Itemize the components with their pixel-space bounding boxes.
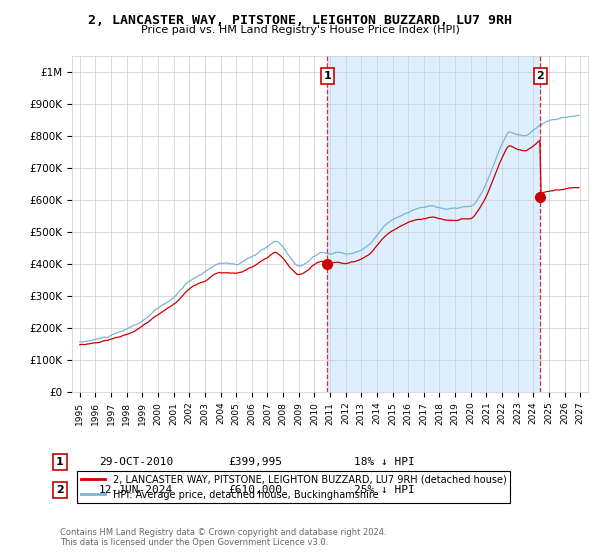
Text: 2, LANCASTER WAY, PITSTONE, LEIGHTON BUZZARD, LU7 9RH: 2, LANCASTER WAY, PITSTONE, LEIGHTON BUZ… (88, 14, 512, 27)
Text: Contains HM Land Registry data © Crown copyright and database right 2024.: Contains HM Land Registry data © Crown c… (60, 528, 386, 536)
Text: 2: 2 (536, 71, 544, 81)
Legend: 2, LANCASTER WAY, PITSTONE, LEIGHTON BUZZARD, LU7 9RH (detached house), HPI: Ave: 2, LANCASTER WAY, PITSTONE, LEIGHTON BUZ… (77, 471, 511, 503)
Text: 2: 2 (56, 485, 64, 495)
Text: £399,995: £399,995 (228, 457, 282, 467)
Text: 25% ↓ HPI: 25% ↓ HPI (354, 485, 415, 495)
Text: £610,000: £610,000 (228, 485, 282, 495)
Text: Price paid vs. HM Land Registry's House Price Index (HPI): Price paid vs. HM Land Registry's House … (140, 25, 460, 35)
Text: This data is licensed under the Open Government Licence v3.0.: This data is licensed under the Open Gov… (60, 538, 328, 547)
Text: 18% ↓ HPI: 18% ↓ HPI (354, 457, 415, 467)
Bar (328, 56, 541, 392)
Text: 1: 1 (323, 71, 331, 81)
Text: 29-OCT-2010: 29-OCT-2010 (99, 457, 173, 467)
Text: 12-JUN-2024: 12-JUN-2024 (99, 485, 173, 495)
Text: 1: 1 (56, 457, 64, 467)
